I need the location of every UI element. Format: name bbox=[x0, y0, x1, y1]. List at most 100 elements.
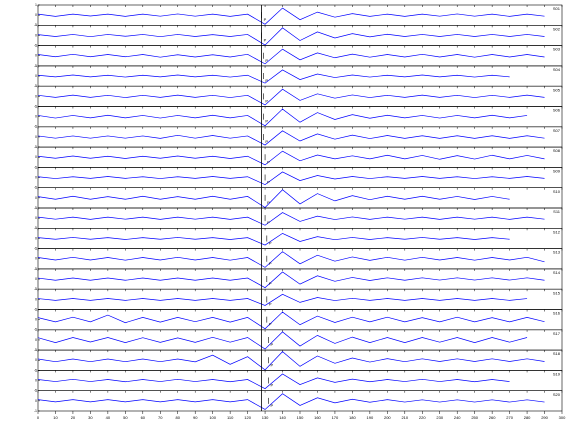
trace bbox=[37, 251, 545, 268]
station-label: S12 bbox=[553, 229, 561, 234]
station-label: S05 bbox=[553, 87, 561, 92]
trace bbox=[37, 130, 545, 146]
trace bbox=[37, 331, 528, 350]
y-tick-label: -1 bbox=[34, 44, 37, 48]
pick-label: P bbox=[265, 58, 268, 63]
y-tick-label: 0 bbox=[35, 33, 37, 37]
x-tick-label: 90 bbox=[193, 415, 198, 420]
y-tick-label: -1 bbox=[34, 307, 37, 311]
y-tick-label: 1 bbox=[35, 287, 37, 291]
y-tick-label: -1 bbox=[34, 23, 37, 27]
y-tick-label: 1 bbox=[35, 84, 37, 88]
station-label: S01 bbox=[553, 6, 561, 11]
trace bbox=[37, 189, 510, 208]
x-tick-label: 270 bbox=[506, 415, 513, 420]
station-label: S19 bbox=[553, 371, 561, 376]
trace bbox=[37, 351, 545, 371]
y-tick-label: 0 bbox=[35, 338, 37, 342]
pick-label: P bbox=[267, 200, 270, 205]
y-tick-label: 1 bbox=[35, 23, 37, 27]
station-label: S17 bbox=[553, 331, 561, 336]
pick-label: P bbox=[265, 98, 268, 103]
trace bbox=[37, 48, 545, 65]
pick-label: P bbox=[269, 261, 272, 266]
station-label: S20 bbox=[553, 392, 561, 397]
trace bbox=[37, 69, 510, 84]
y-tick-label: 0 bbox=[35, 236, 37, 240]
pick-label: P bbox=[265, 119, 268, 124]
station-label: S09 bbox=[553, 168, 561, 173]
y-tick-label: 0 bbox=[35, 175, 37, 179]
y-tick-label: 0 bbox=[35, 216, 37, 220]
x-tick-label: 140 bbox=[279, 415, 286, 420]
y-tick-label: 0 bbox=[35, 54, 37, 58]
station-label: S06 bbox=[553, 108, 561, 113]
trace bbox=[37, 7, 545, 25]
y-tick-label: 1 bbox=[35, 44, 37, 48]
x-tick-label: 40 bbox=[106, 415, 111, 420]
y-tick-label: 0 bbox=[35, 135, 37, 139]
x-tick-label: 200 bbox=[384, 415, 391, 420]
trace bbox=[37, 88, 545, 106]
y-tick-label: -1 bbox=[34, 328, 37, 332]
pick-label: P bbox=[264, 38, 267, 43]
station-label: S02 bbox=[553, 26, 561, 31]
y-tick-label: -1 bbox=[34, 409, 37, 413]
y-tick-label: 1 bbox=[35, 104, 37, 108]
trace bbox=[37, 393, 545, 410]
y-tick-label: 0 bbox=[35, 358, 37, 362]
station-label: S13 bbox=[553, 250, 561, 255]
y-tick-label: 0 bbox=[35, 399, 37, 403]
y-tick-label: -1 bbox=[34, 125, 37, 129]
pick-label: P bbox=[267, 180, 270, 185]
y-tick-label: 0 bbox=[35, 155, 37, 159]
y-tick-label: -1 bbox=[34, 206, 37, 210]
trace bbox=[37, 293, 528, 306]
y-tick-label: 0 bbox=[35, 318, 37, 322]
y-tick-label: 0 bbox=[35, 196, 37, 200]
pick-label: P bbox=[265, 78, 268, 83]
x-tick-label: 180 bbox=[349, 415, 356, 420]
y-tick-label: 0 bbox=[35, 257, 37, 261]
y-tick-label: 0 bbox=[35, 378, 37, 382]
x-tick-label: 20 bbox=[71, 415, 76, 420]
x-tick-label: 30 bbox=[88, 415, 93, 420]
trace bbox=[37, 171, 545, 186]
y-tick-label: 1 bbox=[35, 64, 37, 68]
y-tick-label: -1 bbox=[34, 84, 37, 88]
x-tick-label: 100 bbox=[209, 415, 216, 420]
station-label: S08 bbox=[553, 148, 561, 153]
y-tick-label: 1 bbox=[35, 328, 37, 332]
y-tick-label: 1 bbox=[35, 125, 37, 129]
y-tick-label: 0 bbox=[35, 74, 37, 78]
y-tick-label: 1 bbox=[35, 186, 37, 190]
trace bbox=[37, 27, 545, 46]
station-label: S18 bbox=[553, 351, 561, 356]
pick-label: P bbox=[271, 403, 274, 408]
station-label: S15 bbox=[553, 290, 561, 295]
y-tick-label: 1 bbox=[35, 165, 37, 169]
pick-label: P bbox=[269, 322, 272, 327]
pick-label: P bbox=[269, 241, 272, 246]
y-tick-label: 1 bbox=[35, 348, 37, 352]
x-tick-label: 110 bbox=[227, 415, 234, 420]
y-tick-label: 1 bbox=[35, 145, 37, 149]
x-tick-label: 300 bbox=[559, 415, 566, 420]
x-tick-label: 60 bbox=[141, 415, 146, 420]
y-tick-label: 0 bbox=[35, 297, 37, 301]
y-tick-label: 1 bbox=[35, 267, 37, 271]
trace bbox=[37, 373, 510, 390]
x-tick-label: 120 bbox=[244, 415, 251, 420]
x-tick-label: 160 bbox=[314, 415, 321, 420]
x-tick-label: 10 bbox=[53, 415, 58, 420]
station-label: S16 bbox=[553, 311, 561, 316]
y-tick-label: -1 bbox=[34, 348, 37, 352]
x-tick-label: 70 bbox=[158, 415, 163, 420]
y-tick-label: 0 bbox=[35, 115, 37, 119]
y-tick-label: -1 bbox=[34, 64, 37, 68]
pick-label: P bbox=[267, 159, 270, 164]
station-label: S14 bbox=[553, 270, 561, 275]
y-tick-label: 1 bbox=[35, 3, 37, 7]
x-tick-label: 250 bbox=[471, 415, 478, 420]
y-tick-label: -1 bbox=[34, 389, 37, 393]
